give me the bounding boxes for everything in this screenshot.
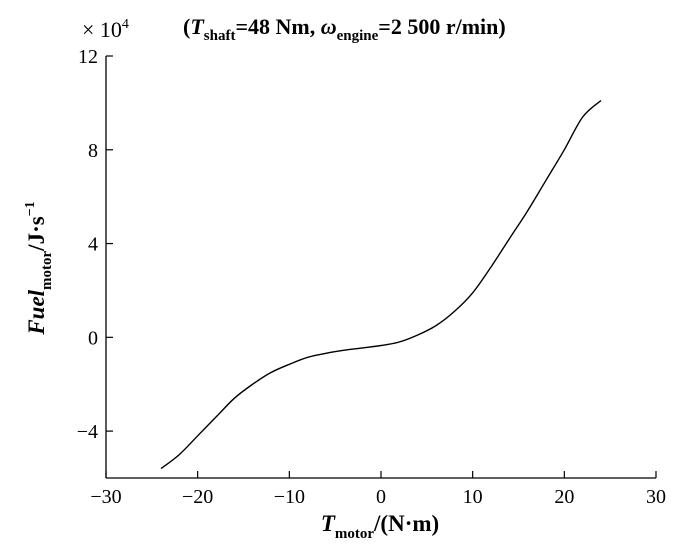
y-axis-label: Fuelmotor/J·s−1 bbox=[23, 201, 55, 335]
title-t-shaft-value: =48 Nm, bbox=[235, 14, 320, 39]
title-close-paren: ) bbox=[498, 14, 505, 39]
title-t-shaft-sub: shaft bbox=[204, 28, 236, 44]
title-omega-value: =2 500 r/min bbox=[378, 14, 498, 39]
x-tick-label: 10 bbox=[463, 486, 483, 508]
y-tick-label: 8 bbox=[88, 140, 98, 162]
title-t-shaft: T bbox=[190, 14, 205, 39]
y-multiplier-base: × 10 bbox=[82, 17, 122, 42]
x-tick-label: −30 bbox=[90, 486, 121, 508]
y-ticks: −4 0 4 8 12 bbox=[77, 46, 113, 443]
y-tick-label: 0 bbox=[88, 327, 98, 349]
series-line bbox=[160, 99, 602, 470]
y-label-sub: motor bbox=[39, 250, 55, 289]
y-multiplier-exponent: 4 bbox=[122, 17, 129, 32]
x-tick-label: 30 bbox=[646, 486, 666, 508]
x-label-sub: motor bbox=[335, 526, 374, 542]
y-multiplier: × 104 bbox=[82, 17, 129, 42]
title-open-paren: ( bbox=[183, 14, 190, 39]
x-tick-label: −20 bbox=[182, 486, 213, 508]
title-omega: ω bbox=[321, 14, 337, 39]
y-label-main: Fuel bbox=[24, 289, 49, 335]
y-tick-label: −4 bbox=[77, 421, 98, 443]
x-label-unit: /(N·m) bbox=[373, 511, 439, 536]
x-ticks: −30 −20 −10 0 10 20 30 bbox=[90, 471, 666, 508]
x-axis-label: Tmotor/(N·m) bbox=[321, 511, 439, 542]
title-omega-sub: engine bbox=[337, 28, 379, 44]
y-tick-label: 4 bbox=[88, 234, 98, 256]
x-tick-label: 0 bbox=[376, 486, 386, 508]
y-tick-label: 12 bbox=[78, 46, 98, 68]
x-label-main: T bbox=[321, 511, 336, 536]
x-tick-label: −10 bbox=[274, 486, 305, 508]
y-label-unit: /J·s bbox=[24, 216, 49, 252]
x-tick-label: 20 bbox=[554, 486, 574, 508]
y-label-sup: −1 bbox=[23, 201, 38, 216]
chart-title: (Tshaft=48 Nm, ωengine=2 500 r/min) bbox=[183, 14, 506, 44]
